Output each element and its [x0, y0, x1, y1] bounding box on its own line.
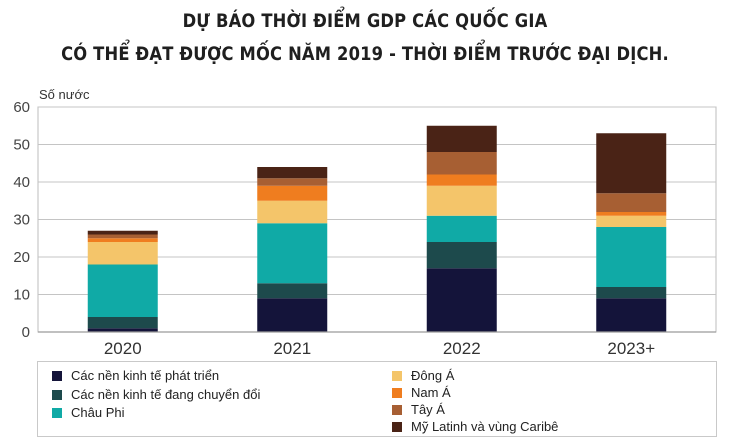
- bar-segment: [596, 287, 667, 299]
- bar-segment: [596, 215, 667, 227]
- legend-item-east-asia: Đông Á: [392, 368, 454, 383]
- legend-label: Các nền kinh tế phát triển: [71, 368, 220, 383]
- legend-swatch: [392, 421, 402, 432]
- bar-segment: [87, 328, 158, 332]
- legend-swatch: [392, 404, 402, 415]
- bar-segment: [257, 167, 328, 179]
- bar-segment: [426, 185, 497, 216]
- legend-item-west-asia: Tây Á: [392, 402, 445, 417]
- chart-title-line-1: DỰ BÁO THỜI ĐIỂM GDP CÁC QUỐC GIA: [182, 10, 548, 32]
- y-tick-label: 50: [13, 137, 30, 154]
- stacked-bar-chart: 0 10 20 30 40 50 60 Số nước 2020 2021 2022 2023+: [13, 87, 717, 358]
- bar-segment: [426, 215, 497, 242]
- y-tick-label: 10: [13, 287, 30, 304]
- bar-segment: [426, 242, 497, 269]
- bar-segment: [426, 125, 497, 152]
- bar-segment: [596, 212, 667, 216]
- y-tick-label: 0: [22, 324, 30, 341]
- legend-swatch: [392, 370, 402, 381]
- legend-label: Tây Á: [411, 402, 445, 417]
- legend-item-transition: Các nền kinh tế đang chuyển đổi: [52, 387, 260, 402]
- legend-item-developed: Các nền kinh tế phát triển: [52, 368, 219, 383]
- bar-segment: [87, 234, 158, 239]
- legend-label: Châu Phi: [71, 405, 125, 420]
- x-tick-label: 2020: [104, 339, 142, 358]
- y-tick-label: 20: [13, 249, 30, 266]
- bar-segment: [87, 264, 158, 317]
- legend-swatch: [52, 370, 62, 381]
- x-tick-label: 2022: [443, 339, 481, 358]
- bar-segment: [596, 193, 667, 212]
- bar-segment: [426, 152, 497, 175]
- bar-segment: [87, 238, 158, 242]
- chart-legend: Các nền kinh tế phát triển Các nền kinh …: [37, 361, 717, 437]
- bar-segment: [426, 268, 497, 332]
- legend-swatch: [52, 407, 62, 418]
- bar-segment: [87, 317, 158, 329]
- bar-segment: [596, 133, 667, 194]
- legend-label: Mỹ Latinh và vùng Caribê: [411, 419, 559, 434]
- legend-swatch: [52, 389, 62, 400]
- bar-segment: [87, 242, 158, 265]
- bar-segment: [257, 223, 328, 284]
- y-tick-label: 30: [13, 212, 30, 229]
- legend-item-latin-america: Mỹ Latinh và vùng Caribê: [392, 419, 558, 434]
- bar-segment: [257, 200, 328, 224]
- y-axis-label: Số nước: [39, 87, 90, 102]
- x-tick-label: 2023+: [607, 339, 655, 358]
- legend-label: Các nền kinh tế đang chuyển đổi: [71, 387, 261, 402]
- bar-segment: [596, 298, 667, 332]
- legend-label: Đông Á: [411, 368, 455, 383]
- bar-segment: [257, 178, 328, 186]
- y-tick-label: 40: [13, 174, 30, 191]
- bar-segment: [87, 230, 158, 235]
- bar-segment: [426, 174, 497, 186]
- bar-segment: [257, 185, 328, 201]
- x-tick-label: 2021: [273, 339, 311, 358]
- bar-segment: [596, 227, 667, 287]
- legend-item-south-asia: Nam Á: [392, 385, 451, 400]
- y-tick-label: 60: [13, 99, 30, 116]
- legend-swatch: [392, 387, 402, 398]
- bar-segment: [257, 298, 328, 332]
- legend-label: Nam Á: [411, 385, 451, 400]
- chart-title-line-2: CÓ THỂ ĐẠT ĐƯỢC MỐC NĂM 2019 - THỜI ĐIỂM…: [61, 43, 669, 65]
- legend-item-africa: Châu Phi: [52, 405, 124, 420]
- bar-segment: [257, 283, 328, 299]
